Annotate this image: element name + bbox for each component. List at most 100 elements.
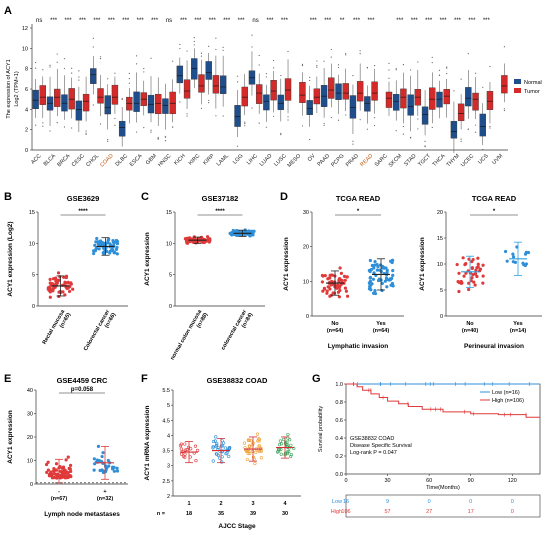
risk-value: 0 — [511, 499, 514, 505]
outlier-point — [352, 143, 354, 145]
outlier-point — [186, 113, 188, 115]
data-point — [64, 275, 68, 280]
outlier-point — [265, 76, 267, 78]
x-tick-label: READ — [359, 153, 374, 168]
x-tick-label: 90 — [468, 478, 474, 484]
data-point — [92, 457, 96, 461]
outlier-point — [85, 132, 87, 134]
data-point — [247, 438, 252, 442]
x-tick-label: (n=40) — [462, 328, 479, 334]
data-point — [246, 451, 250, 456]
outlier-point — [417, 61, 419, 63]
outlier-point — [99, 58, 102, 60]
data-point — [383, 279, 387, 283]
x-tick-label: LUAD — [259, 153, 274, 168]
data-point — [455, 262, 459, 267]
data-point — [215, 443, 219, 447]
chart-title: TCGA READ — [472, 194, 517, 203]
data-point — [523, 252, 528, 256]
risk-value: 0 — [428, 499, 431, 505]
y-tick-label: 4 — [25, 107, 28, 113]
data-point — [245, 230, 249, 234]
x-tick-label: No — [331, 321, 339, 327]
data-point — [476, 262, 480, 266]
data-point — [381, 266, 385, 270]
outlier-point — [316, 60, 318, 62]
data-point — [285, 442, 289, 447]
x-tick-label: No — [466, 321, 474, 327]
outlier-point — [157, 138, 159, 140]
data-point — [111, 240, 116, 244]
data-point — [93, 243, 97, 247]
panel-d2-chart: TCGA READ 0 5 10 15 20 ACY1 expression No(n=40)… — [419, 194, 542, 350]
outlier-point — [388, 77, 390, 79]
data-point — [388, 259, 393, 263]
legend-label: Normal — [524, 80, 542, 86]
y-tick-label: 10 — [22, 46, 28, 52]
y-tick-label: 10 — [27, 459, 33, 465]
panel-label: B — [4, 191, 12, 203]
data-point — [370, 263, 374, 268]
outlier-point — [143, 126, 145, 129]
x-tick-label: KIRP — [202, 153, 216, 167]
outlier-point — [330, 56, 332, 58]
outlier-point — [85, 133, 87, 135]
data-point — [384, 276, 388, 280]
data-point — [108, 251, 112, 255]
x-tick-label: 120 — [508, 478, 517, 484]
data-point — [115, 466, 119, 470]
outlier-point — [431, 56, 433, 58]
risk-row-label: Low — [332, 499, 342, 505]
data-point — [247, 444, 252, 448]
outlier-point — [337, 66, 340, 69]
x-tick-label: (n=64) — [327, 328, 344, 334]
outlier-point — [78, 76, 80, 78]
outlier-point — [489, 125, 491, 128]
box — [393, 94, 400, 111]
outlier-point — [114, 124, 116, 127]
y-tick-label: 2 — [167, 494, 170, 500]
significance-label: *** — [79, 18, 87, 24]
box — [371, 81, 378, 101]
data-point — [65, 286, 69, 290]
box — [97, 88, 104, 104]
outlier-point — [35, 61, 37, 64]
data-point — [337, 295, 342, 299]
data-point — [53, 472, 57, 476]
outlier-point — [258, 54, 260, 57]
y-tick-label: 30 — [27, 412, 33, 418]
outlier-point — [78, 79, 80, 81]
data-point — [101, 451, 105, 455]
outlier-point — [236, 81, 239, 83]
data-point — [66, 281, 71, 285]
outlier-point — [99, 56, 102, 58]
x-tick-label: 60 — [426, 478, 432, 484]
data-point — [345, 275, 349, 279]
data-point — [344, 289, 349, 293]
data-point — [283, 440, 288, 445]
data-point — [55, 475, 59, 479]
x-tick-label: HNSC — [157, 153, 172, 168]
data-point — [193, 444, 198, 448]
y-axis-label: The expression of ACY1 — [6, 59, 12, 118]
significance-label: *** — [50, 18, 58, 24]
box — [429, 87, 436, 110]
data-point — [245, 449, 250, 454]
data-point — [92, 468, 96, 472]
y-tick-label: 0 — [25, 148, 28, 154]
data-point — [467, 287, 471, 292]
outlier-point — [49, 130, 51, 132]
outlier-point — [460, 78, 462, 80]
x-axis-label: Time(Months) — [426, 485, 460, 491]
data-point — [257, 437, 261, 441]
outlier-point — [410, 137, 412, 139]
outlier-point — [316, 65, 318, 67]
data-point — [59, 473, 64, 477]
data-point — [391, 268, 395, 273]
data-point — [278, 439, 283, 443]
outlier-point — [222, 46, 224, 48]
outlier-point — [135, 63, 138, 65]
significance-label: *** — [194, 18, 202, 24]
y-tick-label: 10 — [166, 241, 172, 247]
